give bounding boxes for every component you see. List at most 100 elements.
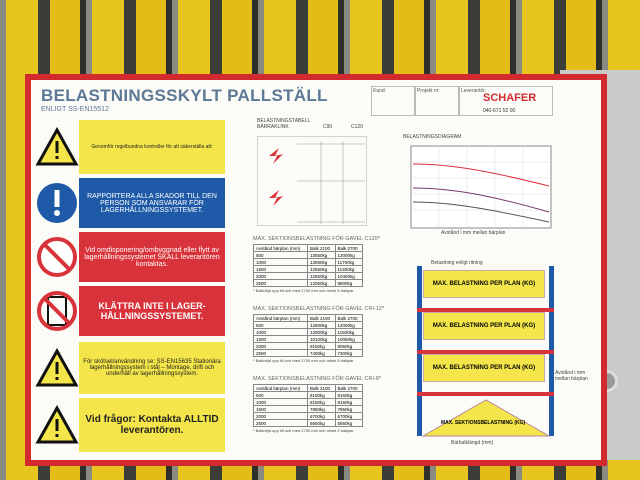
no-climb-icon xyxy=(37,291,77,331)
notice-text: För skötsel/användning se: SS-EN15635 St… xyxy=(79,342,225,394)
cell: 12000kg xyxy=(307,328,336,336)
cell: 500 xyxy=(252,321,309,329)
cell: 7850kg xyxy=(307,405,336,413)
section-title: MAX. SEKTIONSBELASTNING FÖR GAVEL CRI-12… xyxy=(253,306,385,312)
rack-side: Avstånd i mm mellan bärplan xyxy=(555,370,588,382)
rack-width: Bärbalklängd (mm) xyxy=(451,440,494,446)
table-title: BELASTNINGSTABELL BÄRRAKLINK xyxy=(257,118,311,130)
row: 1000 12000kg 11500kg xyxy=(252,328,363,336)
notice-text: Vid omdisponering/ombyggnad eller flytt … xyxy=(79,232,225,282)
cell: 5650kg xyxy=(307,419,336,427)
cell: 13550kg xyxy=(307,258,336,266)
row: 1000 13550kg 11700kg xyxy=(252,258,363,266)
cell: 12550kg xyxy=(307,265,336,273)
phone: 040-671 52 00 xyxy=(483,108,516,114)
row: 1500 12550kg 11300kg xyxy=(252,265,363,273)
column-header: Balk 2100 xyxy=(307,244,336,252)
cell: 13550kg xyxy=(307,251,336,259)
cell: 6700kg xyxy=(307,412,336,420)
notice-text: Vid frågor: Kontakta ALLTID leverantören… xyxy=(79,398,225,452)
profile: C120 xyxy=(351,124,363,130)
row: 500 12800kg 12000kg xyxy=(252,321,363,329)
footnote: * Balkhöjd upp till och med 2700 mm och … xyxy=(253,358,354,363)
section-title: MAX. SEKTIONSBELASTNING FÖR GAVEL C120* xyxy=(253,236,380,242)
cell: 1000 xyxy=(252,398,309,406)
cell: 9800kg xyxy=(334,279,363,287)
cell: 11700kg xyxy=(334,258,363,266)
cell: 9050kg xyxy=(334,342,363,350)
field: Projekt nr: xyxy=(415,86,459,116)
level-label: MAX. BELASTNING PER PLAN (KG) xyxy=(423,312,545,340)
warning-icon xyxy=(35,405,79,444)
prohibition-icon xyxy=(37,237,77,277)
cell: 2000 xyxy=(252,272,309,280)
notice-text: RAPPORTERA ALLA SKADOR TILL DEN PERSON S… xyxy=(79,178,225,228)
field: Kund: xyxy=(371,86,415,116)
section-title: MAX. SEKTIONSBELASTNING FÖR GAVEL CRI-8* xyxy=(253,376,382,382)
row: 1000 8150kg 8150kg xyxy=(252,398,363,406)
level-label: MAX. BELASTNING PER PLAN (KG) xyxy=(423,354,545,382)
load-table-drawing xyxy=(257,136,367,226)
cell: 11300kg xyxy=(334,265,363,273)
row: 2000 6700kg 6700kg xyxy=(252,412,363,420)
notice: KLÄTTRA INTE I LAGER-HÅLLNINGSSYSTEMET. xyxy=(35,286,225,336)
row: 500 13550kg 12000kg xyxy=(252,251,363,259)
section-table-grid: Avstånd bärplan (mm) Balk 2100 Balk 2700 50… xyxy=(252,384,363,427)
cell: 2500 xyxy=(252,279,309,287)
column-header: Avstånd bärplan (mm) xyxy=(252,244,309,252)
section-table: MAX. SEKTIONSBELASTNING FÖR GAVEL CRI-12… xyxy=(252,306,403,363)
notice: För skötsel/användning se: SS-EN15635 St… xyxy=(35,342,225,394)
level-label: MAX. BELASTNING PER PLAN (KG) xyxy=(423,270,545,298)
rack-drawing xyxy=(417,266,554,437)
cell: 1000 xyxy=(252,328,309,336)
row: 2000 9150kg 9050kg xyxy=(252,342,363,350)
cell: 2500 xyxy=(252,419,309,427)
warning-icon xyxy=(35,127,79,166)
cell: 500 xyxy=(252,391,309,399)
row: 2500 12050kg 9800kg xyxy=(252,279,363,287)
profile: C90 xyxy=(323,124,333,130)
diagram-title: BELASTNINGSDIAGRAM xyxy=(403,134,462,140)
cell: 7300kg xyxy=(334,349,363,357)
field: Leverantör: xyxy=(459,86,553,116)
header-row: Avstånd bärplan (mm) Balk 2100 Balk 2700 xyxy=(252,384,363,392)
cell: 12000kg xyxy=(334,321,363,329)
row: 500 8150kg 8150kg xyxy=(252,391,363,399)
info-icon xyxy=(37,183,77,223)
cell: 7850kg xyxy=(334,405,363,413)
cell: 1500 xyxy=(252,265,309,273)
load-sign: BELASTNINGSSKYLT PALLSTÄLL ENLIGT SS-EN1… xyxy=(25,74,607,466)
cell: 12050kg xyxy=(307,279,336,287)
cell: 2000 xyxy=(252,342,309,350)
subtitle: ENLIGT SS-EN15512 xyxy=(41,106,109,113)
cell: 8150kg xyxy=(334,398,363,406)
column-header: Balk 2100 xyxy=(307,384,336,392)
rack-top: Belastning enligt ritning xyxy=(431,260,483,266)
header-row: Avstånd bärplan (mm) Balk 2100 Balk 2700 xyxy=(252,314,363,322)
cell: 8150kg xyxy=(334,391,363,399)
section-table: MAX. SEKTIONSBELASTNING FÖR GAVEL C120* A… xyxy=(252,236,403,293)
footnote: * Balkhöjd upp till och med 2700 mm och … xyxy=(253,288,354,293)
notice: Genomför regelbundna kontroller för att … xyxy=(35,120,225,174)
row: 2500 7400kg 7300kg xyxy=(252,349,363,357)
column-header: Avstånd bärplan (mm) xyxy=(252,384,309,392)
footnote: * Balkhöjd upp till och med 2700 mm och … xyxy=(253,428,354,433)
cell: 1000 xyxy=(252,258,309,266)
cell: 6700kg xyxy=(334,412,363,420)
cell: 10100kg xyxy=(307,335,336,343)
cell: 2500 xyxy=(252,349,309,357)
column-header: Avstånd bärplan (mm) xyxy=(252,314,309,322)
cell: 8150kg xyxy=(307,398,336,406)
row: 2000 12550kg 10400kg xyxy=(252,272,363,280)
cell: 10050kg xyxy=(334,335,363,343)
warning-icon xyxy=(35,348,79,387)
column-header: Balk 2100 xyxy=(307,314,336,322)
row: 2500 5650kg 5650kg xyxy=(252,419,363,427)
section-table-grid: Avstånd bärplan (mm) Balk 2100 Balk 2700 50… xyxy=(252,244,363,287)
cell: 12000kg xyxy=(334,251,363,259)
rack-bottom: MAX. SEKTIONSBELASTNING (KG) xyxy=(441,420,526,426)
load-diagram xyxy=(410,145,552,229)
cell: 2000 xyxy=(252,412,309,420)
cell: 12800kg xyxy=(307,321,336,329)
notice: Vid omdisponering/ombyggnad eller flytt … xyxy=(35,232,225,282)
